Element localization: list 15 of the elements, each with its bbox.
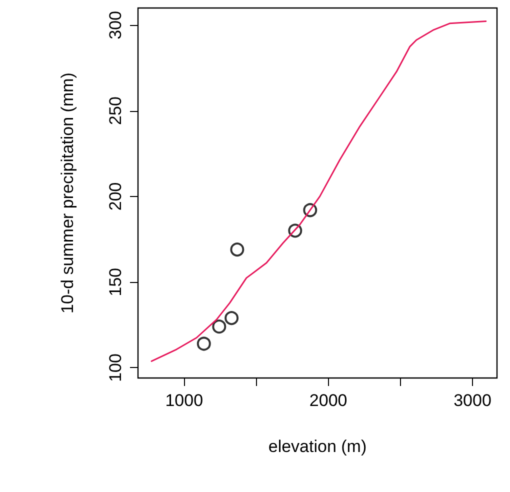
line-series — [150, 20, 487, 362]
point — [212, 320, 226, 334]
y-axis-title: 10-d summer precipitation (mm) — [58, 72, 77, 314]
point — [224, 311, 239, 326]
y-tick-label: 200 — [106, 182, 125, 211]
x-tick-label: 2000 — [309, 391, 348, 410]
x-tick-label: 1000 — [165, 391, 204, 410]
point — [230, 242, 244, 257]
y-tick-label: 100 — [106, 354, 125, 382]
y-tick-label: 150 — [106, 268, 125, 296]
y-tick-label: 300 — [106, 10, 125, 40]
point — [196, 336, 211, 351]
x-tick-label: 3000 — [454, 391, 492, 410]
y-tick-label: 250 — [106, 96, 125, 125]
x-axis-title: elevation (m) — [268, 437, 367, 456]
